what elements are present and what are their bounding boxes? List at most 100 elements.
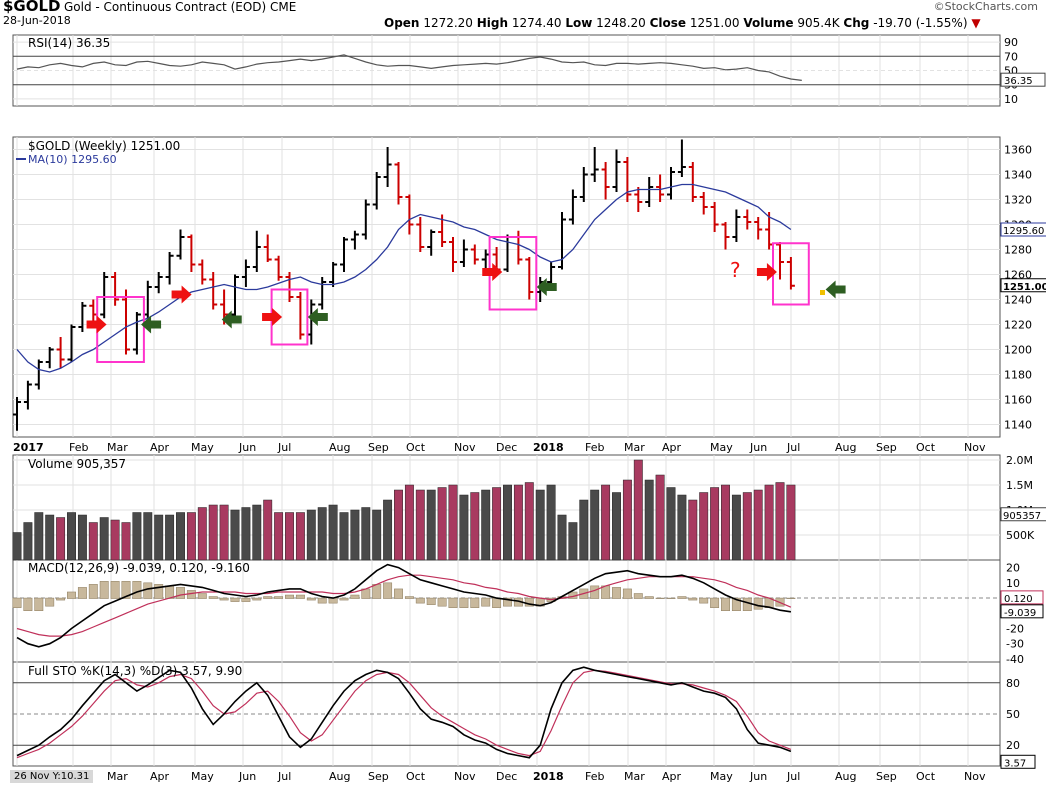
price-tick-label: 1360 [1004,144,1032,157]
rsi-line [16,54,802,81]
macd-histogram-bar [688,597,698,601]
bottom-x-label: Oct [406,770,426,783]
price-x-label: Jun [749,441,767,454]
price-bar [677,139,686,177]
sto-tick-label: 50 [1006,708,1020,721]
bottom-x-label: Nov [964,770,986,783]
volume-bar [394,489,403,561]
price-x-label: Aug [835,441,856,454]
price-bar [405,194,414,235]
volume-bar [579,499,589,561]
volume-bar [535,489,545,561]
macd-histogram-bar [383,582,393,599]
brand-logo: ©StockCharts.com [933,0,1038,13]
chg-value: -19.70 (-1.55%) [873,16,968,30]
volume-bar [590,489,600,561]
volume-bar [306,509,316,561]
price-bar [470,244,479,265]
macd-histogram-bar [230,597,240,602]
price-bar [634,187,643,212]
volume-bar [644,479,654,561]
volume-bar [426,489,436,561]
price-bar [187,234,196,272]
price-bar [111,272,120,306]
open-value: 1272.20 [423,16,473,30]
volume-bar [492,487,502,561]
volume-bar [655,474,665,561]
macd-histogram-bar [590,585,600,599]
volume-bar [459,494,469,561]
green-arrow-icon [307,308,328,326]
volume-bar [132,512,142,561]
bottom-x-label: Nov [454,770,476,783]
macd-histogram-bar [677,596,687,599]
price-x-label: Mar [107,441,128,454]
ohlc-stats: Open 1272.20 High 1274.40 Low 1248.20 Cl… [384,16,981,30]
volume-bar [786,484,796,561]
price-bar [776,242,784,280]
chg-label: Chg [843,16,870,30]
price-tick-label: 1160 [1004,394,1032,407]
price-x-label: Dec [496,441,517,454]
macd-histogram-bar [67,591,76,599]
green-arrow-icon [141,315,162,334]
price-bar [427,229,436,256]
price-bar [612,149,621,192]
bottom-x-label: Jul [277,770,291,783]
volume-bar [154,514,164,561]
volume-bar [176,512,185,561]
price-x-label: Feb [69,441,88,454]
bottom-x-label: May [191,770,214,783]
vol-tick-label: 1.5M [1006,479,1033,492]
volume-bar [601,484,611,561]
macd-histogram-bar [492,597,502,608]
price-bar [699,192,708,215]
macd-histogram-bar [350,594,360,599]
macd-histogram-bar [601,585,611,599]
macd-histogram-bar [317,597,327,604]
price-bar [645,177,654,207]
macd-histogram-bar [12,597,22,608]
price-bar [198,259,207,285]
volume-label: Volume [743,16,794,30]
volume-bar [45,514,55,561]
macd-histogram-bar [633,593,643,599]
macd-histogram-bar [295,594,305,599]
volume-bar [710,487,720,561]
macd-hist-box [1000,590,1044,605]
volume-bar [23,522,33,561]
price-x-label: Apr [662,441,682,454]
price-bar [732,209,741,242]
volume-bar [143,512,153,561]
macd-histogram-bar [622,588,632,599]
price-x-label: Nov [964,441,986,454]
rsi-last-box [1000,72,1046,87]
vol-last-box [1000,507,1046,522]
price-tick-label: 1320 [1004,194,1032,207]
volume-bar [197,507,207,561]
volume-bar [77,514,87,561]
volume-bar [742,492,752,561]
bottom-x-label: Apr [150,770,170,783]
volume-value: 905.4K [797,16,840,30]
bottom-x-label: Jun [749,770,767,783]
panel-frame-macd [12,559,1001,663]
macd-histogram-bar [263,596,273,599]
ma-legend: MA(10) 1295.60 [28,153,117,166]
bottom-x-label: Sep [876,770,897,783]
red-arrow-icon [482,263,503,281]
low-label: Low [565,16,593,30]
price-bar [383,147,392,187]
price-bar [350,230,359,250]
exchange-text: CME [270,0,297,14]
volume-bar [470,492,480,561]
price-x-label: May [191,441,214,454]
price-bar [13,397,21,431]
price-bar [285,272,294,302]
volume-bar [186,512,196,561]
macd-histogram-bar [241,597,251,602]
high-label: High [476,16,509,30]
volume-bar [121,522,131,561]
bottom-x-label: Sep [368,770,389,783]
